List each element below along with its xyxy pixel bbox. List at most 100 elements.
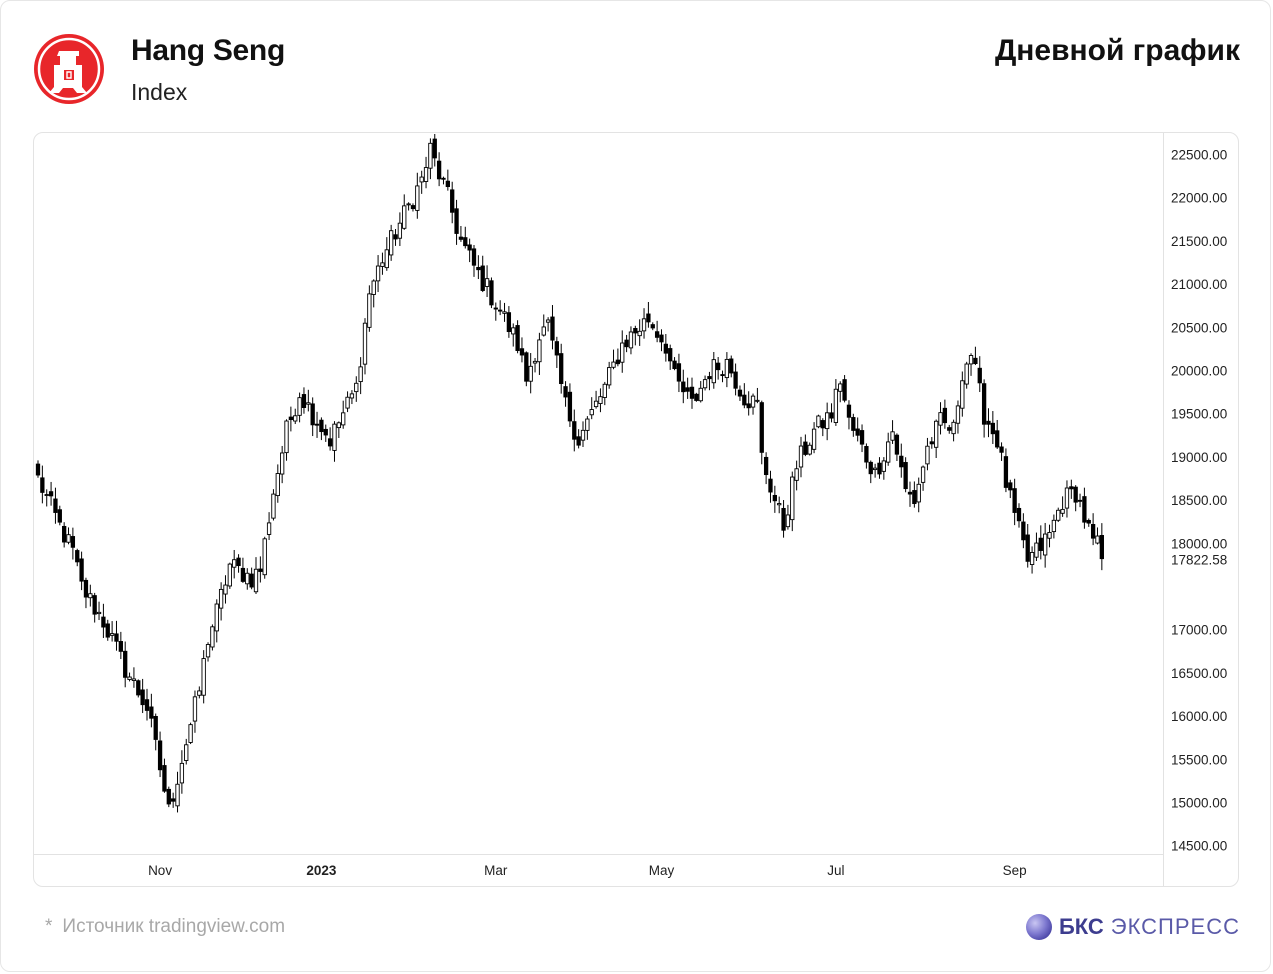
candle-body [1047,531,1052,539]
candle-body [393,234,398,240]
y-tick-label: 16000.00 [1171,709,1227,724]
candle-body [894,434,900,455]
candle-body [96,611,102,615]
y-tick-label: 18500.00 [1171,493,1227,508]
candle-body [88,593,93,599]
candle-body [598,396,603,405]
candle-body [362,322,368,365]
timeframe-label: Дневной график [994,34,1240,67]
candle-body [306,402,311,405]
candle-body [62,525,67,543]
candle-body [70,536,76,548]
candle-body [205,644,211,658]
candle-body [585,418,590,431]
candle-body [615,359,621,365]
y-tick-label: 14500.00 [1171,839,1227,854]
candle-body [53,498,58,513]
candle-body [602,383,607,398]
candle-body [402,205,407,229]
candle-body [986,420,991,425]
candle-body [537,339,542,363]
candle-body [624,339,629,348]
candle-body [232,559,237,568]
candle-body [628,331,634,349]
candle-body [637,330,642,337]
y-tick-label: 22500.00 [1171,148,1227,163]
candle-body [790,476,795,521]
candle-body [785,514,791,528]
candle-body [463,237,468,247]
candle-body [716,362,721,371]
candle-body [101,616,106,628]
candle-body [319,419,324,433]
candle-body [1029,552,1035,566]
candle-body [934,420,939,448]
candle-body [192,696,198,722]
candle-body [1069,486,1074,490]
candle-body [245,572,250,585]
candle-body [428,142,433,169]
candle-body [763,456,769,476]
candle-body [689,386,695,399]
candle-body [737,389,743,397]
candle-body [40,477,45,493]
candle-body [109,633,115,636]
y-tick-label: 17000.00 [1171,623,1227,638]
candle-body [1034,542,1039,558]
candle-body [57,509,62,523]
candle-body [332,423,337,451]
candle-body [218,588,224,609]
candle-body [293,415,298,422]
candle-body [580,429,586,441]
candle-body [524,352,529,382]
candle-body [419,176,424,183]
candle-body [432,138,437,159]
candle-body [493,307,498,310]
candle-body [755,399,760,402]
candle-body [768,478,773,493]
candle-body [907,491,913,495]
footnote-star: * [45,916,53,937]
candle-body [301,394,307,408]
candle-body [995,430,1000,448]
chart-panel: 22500.00 22000.00 21500.00 21000.00 20500.00… [33,132,1239,887]
candle-body [545,319,551,323]
candle-body [498,309,503,312]
candle-body [153,716,158,740]
source-note: * Источник tradingview.com [45,916,285,938]
candle-body [733,371,738,389]
y-tick-label: 20000.00 [1171,364,1227,379]
candle-body [266,522,272,535]
candle-body [698,387,703,402]
candle-body [859,430,865,445]
candle-body [149,706,154,719]
candle-body [633,328,638,334]
x-tick-label: Mar [484,863,508,878]
candle-body [118,641,123,652]
candle-body [380,262,385,267]
candle-body [389,230,394,256]
candle-body [654,331,660,338]
y-tick-label: 20500.00 [1171,320,1227,335]
brand-logo: БКС ЭКСПРЕСС [1025,912,1240,942]
candle-body [136,680,141,696]
candle-body [131,678,137,681]
candle-body [445,180,450,188]
x-tick-label: May [649,863,675,878]
candle-body [567,391,573,422]
candle-body [157,740,163,771]
candle-body [297,397,302,416]
candle-body [646,313,651,323]
y-tick-label: 21500.00 [1171,234,1227,249]
candle-body [528,365,533,382]
candle-body [227,563,232,587]
candle-body [920,466,926,483]
candle-body [349,393,355,399]
candle-body [105,623,110,638]
candle-body [415,185,420,211]
candle-body [846,404,852,418]
candle-body [358,366,363,383]
candle-body [201,658,206,696]
candle-body [681,381,686,393]
